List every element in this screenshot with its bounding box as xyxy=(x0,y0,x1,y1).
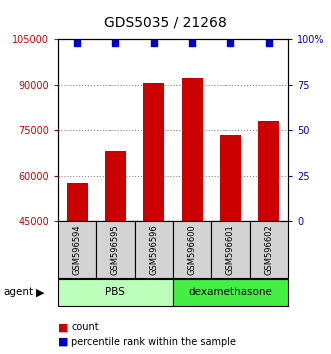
Text: dexamethasone: dexamethasone xyxy=(189,287,272,297)
Bar xyxy=(173,279,288,306)
Point xyxy=(151,40,157,45)
Bar xyxy=(220,135,241,354)
Bar xyxy=(67,183,88,354)
Bar xyxy=(143,83,164,354)
Bar xyxy=(96,221,135,278)
Text: ■: ■ xyxy=(58,337,69,347)
Text: GSM596594: GSM596594 xyxy=(72,224,82,275)
Point xyxy=(113,40,118,45)
Text: ▶: ▶ xyxy=(36,287,45,297)
Text: count: count xyxy=(71,322,99,332)
Bar xyxy=(250,221,288,278)
Point xyxy=(266,40,271,45)
Text: GSM596601: GSM596601 xyxy=(226,224,235,275)
Bar xyxy=(182,79,203,354)
Point xyxy=(74,40,80,45)
Text: GSM596600: GSM596600 xyxy=(188,224,197,275)
Text: GSM596596: GSM596596 xyxy=(149,224,158,275)
Text: GSM596595: GSM596595 xyxy=(111,224,120,275)
Text: GDS5035 / 21268: GDS5035 / 21268 xyxy=(104,16,227,30)
Point xyxy=(228,40,233,45)
Bar xyxy=(105,152,126,354)
Bar xyxy=(173,221,211,278)
Bar xyxy=(58,221,96,278)
Text: PBS: PBS xyxy=(106,287,125,297)
Text: GSM596602: GSM596602 xyxy=(264,224,273,275)
Bar xyxy=(258,121,279,354)
Bar xyxy=(58,279,173,306)
Point xyxy=(189,40,195,45)
Text: ■: ■ xyxy=(58,322,69,332)
Text: percentile rank within the sample: percentile rank within the sample xyxy=(71,337,236,347)
Bar xyxy=(135,221,173,278)
Text: agent: agent xyxy=(3,287,33,297)
Bar xyxy=(211,221,250,278)
